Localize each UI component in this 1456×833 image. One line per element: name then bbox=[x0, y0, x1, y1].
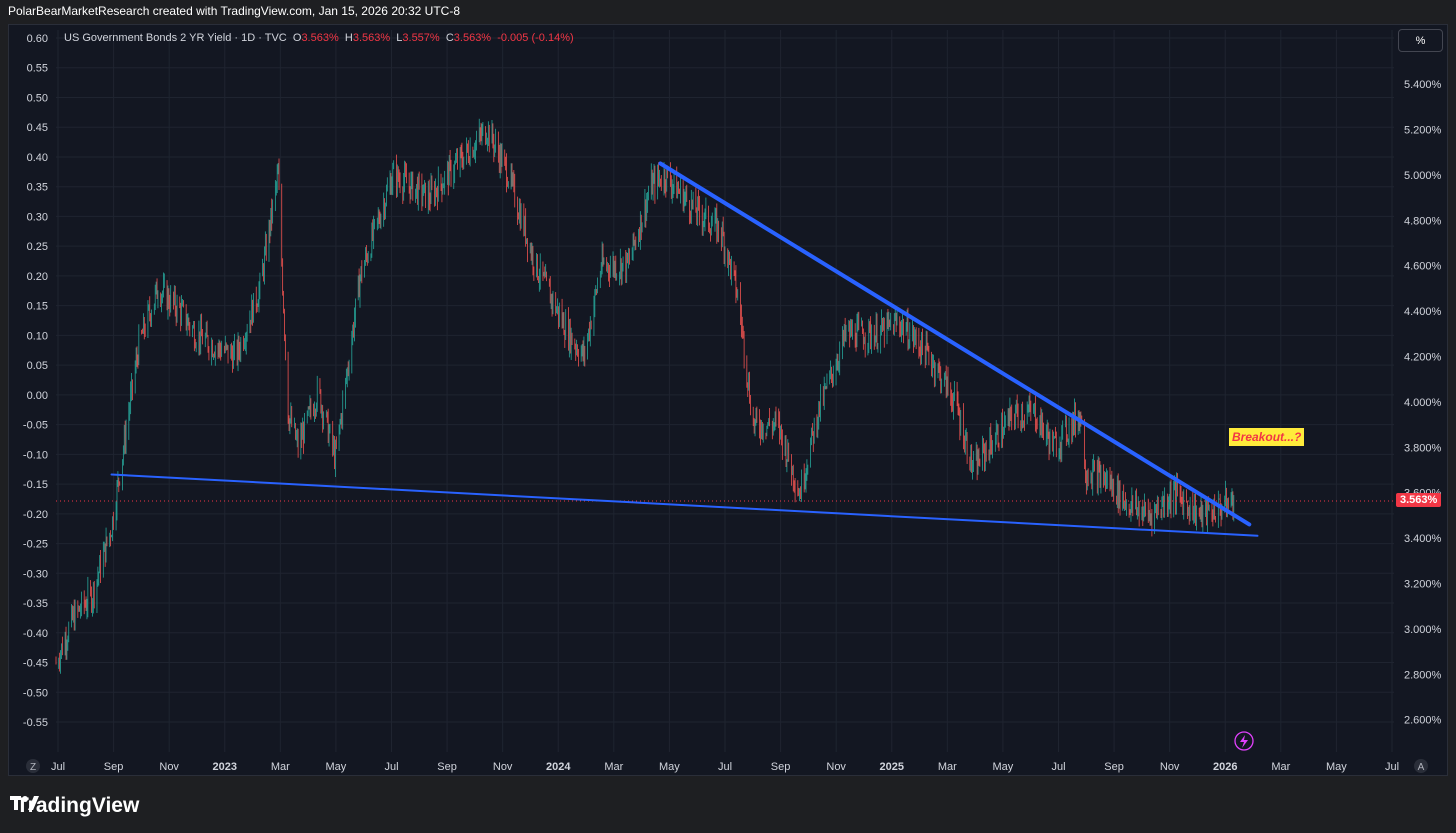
lightning-bolt-icon bbox=[1240, 735, 1248, 748]
left-tick-label: 0.15 bbox=[27, 301, 48, 313]
left-tick-label: 0.25 bbox=[27, 241, 48, 253]
right-tick-label: 4.800% bbox=[1404, 215, 1442, 227]
left-tick-label: 0.00 bbox=[27, 390, 48, 402]
time-tick-label: 2023 bbox=[213, 761, 237, 773]
high-value: 3.563% bbox=[352, 32, 391, 44]
grid-lines bbox=[56, 30, 1394, 752]
left-tick-label: -0.40 bbox=[23, 628, 48, 640]
support-trendline bbox=[110, 473, 1259, 537]
right-tick-label: 5.200% bbox=[1404, 124, 1442, 136]
change-value: -0.005 (-0.14%) bbox=[497, 32, 574, 44]
right-tick-label: 4.600% bbox=[1404, 261, 1442, 273]
time-axis: Jul Sep Nov 2023 Mar May Jul Sep Nov 2024 Mar May Ju… bbox=[51, 761, 1399, 773]
left-tick-label: -0.20 bbox=[23, 509, 48, 521]
left-tick-label: 0.30 bbox=[27, 211, 48, 223]
time-tick-label: Sep bbox=[771, 761, 791, 773]
left-axis: 0.60 0.55 0.50 0.45 0.40 0.35 0.30 0.25 0.20 0.15… bbox=[23, 33, 48, 729]
left-tick-label: 0.50 bbox=[27, 92, 48, 104]
symbol-name: US Government Bonds 2 YR Yield · 1D · TV… bbox=[64, 32, 287, 44]
left-tick-label: -0.10 bbox=[23, 449, 48, 461]
time-tick-label: Nov bbox=[493, 761, 513, 773]
time-tick-label: Jul bbox=[1385, 761, 1399, 773]
time-tick-label: Jul bbox=[384, 761, 398, 773]
right-tick-label: 4.400% bbox=[1404, 306, 1442, 318]
time-tick-label: Jul bbox=[718, 761, 732, 773]
overlays bbox=[56, 161, 1394, 537]
right-tick-label: 3.200% bbox=[1404, 578, 1442, 590]
right-tick-label: 3.800% bbox=[1404, 442, 1442, 454]
left-tick-label: -0.30 bbox=[23, 568, 48, 580]
zoom-corner-icon[interactable] bbox=[26, 759, 40, 773]
right-axis: 5.400% 5.200% 5.000% 4.800% 4.600% 4.400% 4.20… bbox=[1404, 79, 1442, 727]
time-tick-label: Nov bbox=[826, 761, 846, 773]
left-tick-label: -0.05 bbox=[23, 420, 48, 432]
tradingview-footer: TradingView bbox=[10, 794, 139, 818]
time-tick-label: Nov bbox=[1160, 761, 1180, 773]
right-tick-label: 5.400% bbox=[1404, 79, 1442, 91]
left-tick-label: -0.45 bbox=[23, 658, 48, 670]
last-price-label: 3.563% bbox=[1396, 493, 1442, 508]
right-tick-label: 4.200% bbox=[1404, 351, 1442, 363]
time-tick-label: Sep bbox=[104, 761, 124, 773]
percent-scale-button[interactable]: % bbox=[1398, 29, 1443, 52]
credit-text: PolarBearMarketResearch created with Tra… bbox=[8, 4, 461, 18]
left-tick-label: -0.50 bbox=[23, 687, 48, 699]
left-tick-label: 0.40 bbox=[27, 152, 48, 164]
time-tick-label: Nov bbox=[159, 761, 179, 773]
axis-corner-buttons: Z A bbox=[26, 731, 1428, 773]
left-tick-label: 0.20 bbox=[27, 271, 48, 283]
close-label: C bbox=[445, 32, 454, 44]
chart-credit-bar: PolarBearMarketResearch created with Tra… bbox=[0, 0, 1456, 22]
zoom-corner-label: Z bbox=[30, 762, 36, 773]
left-tick-label: 0.55 bbox=[27, 63, 48, 75]
left-tick-label: 0.05 bbox=[27, 360, 48, 372]
candles bbox=[55, 118, 1235, 674]
left-tick-label: 0.60 bbox=[27, 33, 48, 45]
left-tick-label: 0.45 bbox=[27, 122, 48, 134]
left-tick-label: 0.35 bbox=[27, 182, 48, 194]
right-tick-label: 2.600% bbox=[1404, 715, 1442, 727]
chart-panel[interactable] bbox=[8, 24, 1448, 776]
left-tick-label: -0.55 bbox=[23, 717, 48, 729]
low-label: L bbox=[396, 32, 403, 44]
left-tick-label: -0.15 bbox=[23, 479, 48, 491]
open-value: 3.563% bbox=[301, 32, 339, 44]
left-tick-label: -0.25 bbox=[23, 539, 48, 551]
low-value: 3.557% bbox=[402, 32, 440, 44]
left-tick-label: 0.10 bbox=[27, 330, 48, 342]
tradingview-brand: TradingView bbox=[16, 794, 140, 817]
lightning-icon[interactable] bbox=[1234, 731, 1254, 751]
time-tick-label: 2025 bbox=[880, 761, 904, 773]
time-tick-label: May bbox=[326, 761, 347, 773]
right-tick-label: 2.800% bbox=[1404, 669, 1442, 681]
right-tick-label: 3.000% bbox=[1404, 624, 1442, 636]
right-tick-label: 5.000% bbox=[1404, 170, 1442, 182]
time-tick-label: Mar bbox=[1271, 761, 1290, 773]
time-tick-label: 2026 bbox=[1213, 761, 1237, 773]
auto-scale-corner-icon[interactable] bbox=[1414, 759, 1428, 773]
time-tick-label: 2024 bbox=[546, 761, 571, 773]
symbol-legend: US Government Bonds 2 YR Yield · 1D · TV… bbox=[64, 32, 574, 44]
time-tick-label: Sep bbox=[1104, 761, 1124, 773]
time-tick-label: Jul bbox=[51, 761, 65, 773]
right-tick-label: 3.400% bbox=[1404, 533, 1442, 545]
high-label: H bbox=[344, 32, 353, 44]
time-tick-label: Mar bbox=[604, 761, 623, 773]
time-tick-label: Mar bbox=[938, 761, 957, 773]
close-value: 3.563% bbox=[453, 32, 492, 44]
time-tick-label: Sep bbox=[437, 761, 457, 773]
right-tick-label: 4.000% bbox=[1404, 397, 1442, 409]
left-tick-label: -0.35 bbox=[23, 598, 48, 610]
time-tick-label: Jul bbox=[1051, 761, 1065, 773]
auto-scale-corner-label: A bbox=[1418, 762, 1425, 773]
time-tick-label: May bbox=[659, 761, 680, 773]
time-tick-label: Mar bbox=[271, 761, 290, 773]
time-tick-label: May bbox=[1326, 761, 1347, 773]
open-label: O bbox=[292, 32, 302, 44]
breakout-annotation: Breakout...? bbox=[1229, 428, 1305, 446]
resistance-trendline bbox=[658, 161, 1252, 527]
time-tick-label: May bbox=[993, 761, 1014, 773]
